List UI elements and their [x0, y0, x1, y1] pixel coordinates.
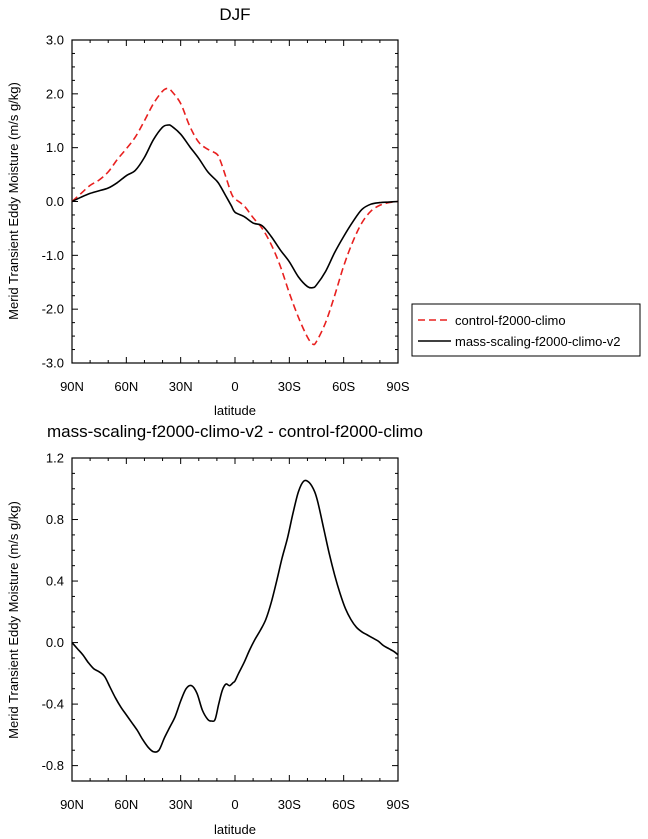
y-tick-label: 0.0 [46, 635, 64, 650]
y-tick-label: -0.4 [42, 697, 64, 712]
y-tick-label: 3.0 [46, 33, 64, 48]
x-tick-label: 0 [231, 379, 238, 394]
x-tick-label: 60N [114, 797, 138, 812]
x-tick-label: 60S [332, 379, 355, 394]
y-tick-label: 0.4 [46, 574, 64, 589]
chart-title: DJF [219, 5, 250, 24]
panel-difference: mass-scaling-f2000-climo-v2 - control-f2… [6, 422, 423, 837]
y-tick-label: -2.0 [42, 302, 64, 317]
series-line [71, 87, 399, 346]
x-axis-label: latitude [214, 822, 256, 837]
legend-label-mass-scaling: mass-scaling-f2000-climo-v2 [455, 334, 620, 349]
y-tick-label: -1.0 [42, 248, 64, 263]
series-line [71, 479, 399, 753]
panel-djf: DJF -3.0 -2.0 -1.0 0.0 1.0 2.0 3.0 90N 60N 30N 0 30… [6, 5, 641, 418]
y-tick-label: -0.8 [42, 758, 64, 773]
chart-title: mass-scaling-f2000-climo-v2 - control-f2… [47, 422, 423, 441]
y-tick-label: 0.8 [46, 512, 64, 527]
x-tick-label: 30S [278, 379, 301, 394]
x-tick-label: 0 [231, 797, 238, 812]
y-tick-label: 0.0 [46, 194, 64, 209]
x-tick-label: 90N [60, 797, 84, 812]
plot-area: -0.8 -0.4 0.0 0.4 0.8 1.2 90N 60N 30N 0 30S 60S 90S [42, 451, 410, 813]
y-tick-label: -3.0 [42, 356, 64, 371]
y-axis-label: Merid Transient Eddy Moisture (m/s g/kg) [6, 501, 21, 739]
plot-frame [71, 457, 399, 782]
x-tick-label: 90S [386, 379, 409, 394]
x-tick-label: 30N [169, 797, 193, 812]
x-tick-label: 30S [278, 797, 301, 812]
plot-area: -3.0 -2.0 -1.0 0.0 1.0 2.0 3.0 90N 60N 30N 0 30S 60S… [42, 33, 410, 395]
x-tick-label: 60N [114, 379, 138, 394]
y-tick-label: 2.0 [46, 86, 64, 101]
series-line [71, 124, 399, 289]
legend: control-f2000-climo mass-scaling-f2000-c… [411, 303, 641, 357]
x-tick-label: 90S [386, 797, 409, 812]
x-tick-label: 60S [332, 797, 355, 812]
y-axis-label: Merid Transient Eddy Moisture (m/s g/kg) [6, 82, 21, 320]
x-axis-label: latitude [214, 403, 256, 418]
x-tick-label: 30N [169, 379, 193, 394]
y-tick-label: 1.2 [46, 451, 64, 466]
x-tick-label: 90N [60, 379, 84, 394]
plot-frame [71, 39, 399, 364]
legend-label-control: control-f2000-climo [455, 313, 566, 328]
y-tick-label: 1.0 [46, 140, 64, 155]
legend-box [411, 303, 641, 357]
